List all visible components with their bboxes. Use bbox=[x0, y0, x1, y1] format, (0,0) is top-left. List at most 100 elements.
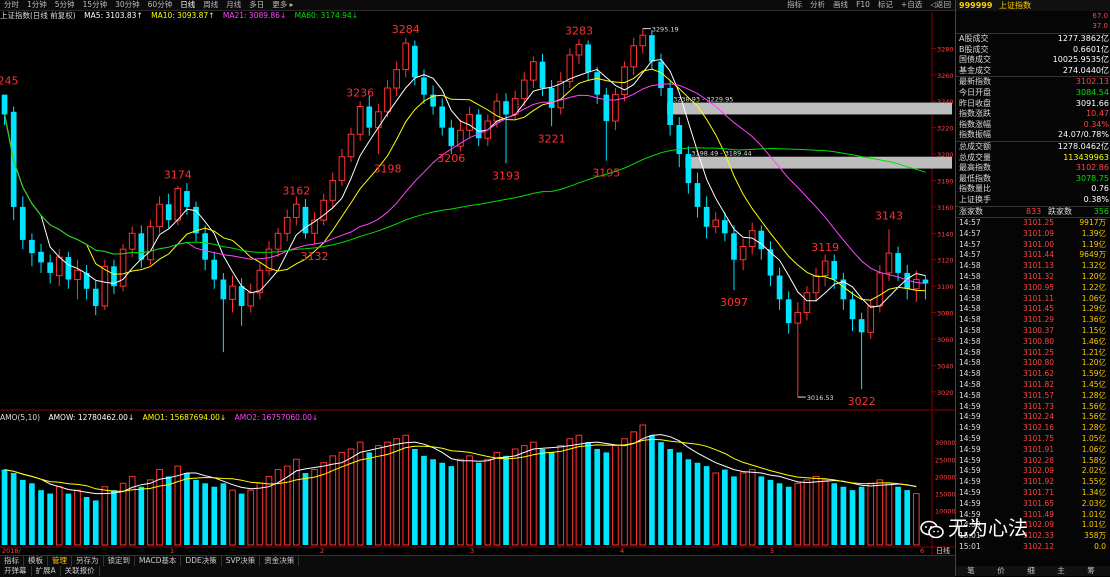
toolbar-button[interactable]: 指标 bbox=[787, 0, 803, 9]
timeframe-tab[interactable]: 30分钟 bbox=[115, 0, 140, 9]
watermark-text: 无为心法 bbox=[948, 516, 1028, 540]
candle-body bbox=[329, 179, 337, 201]
candle-body bbox=[566, 54, 574, 82]
toolbar-button[interactable]: 画线 bbox=[833, 0, 849, 9]
bottom-tab[interactable]: 开弹幕 bbox=[0, 566, 32, 576]
candle-body bbox=[83, 272, 90, 289]
indicator-tab[interactable]: 管理 bbox=[48, 556, 72, 566]
candle-body bbox=[803, 292, 811, 314]
candle-body bbox=[466, 113, 473, 131]
volume-bar bbox=[47, 493, 53, 545]
quote-header: 999999 上证指数 bbox=[956, 0, 1110, 11]
volume-bar bbox=[156, 469, 163, 546]
indicator-tab[interactable]: 另存为 bbox=[72, 556, 104, 566]
time-axis-label: 1 bbox=[170, 547, 174, 555]
timeframe-tab[interactable]: 1分钟 bbox=[27, 0, 47, 9]
candle-body bbox=[229, 285, 236, 300]
toolbar-button[interactable]: 分析 bbox=[810, 0, 826, 9]
timeframe-tab[interactable]: 周线 bbox=[203, 0, 219, 9]
tick-row: 14:59 3102.16 1.28亿 bbox=[956, 423, 1110, 434]
volume-bar bbox=[184, 473, 190, 545]
volume-bar bbox=[667, 449, 673, 545]
timeframe-tab[interactable]: 更多 ▸ bbox=[272, 0, 294, 9]
toolbar-button[interactable]: 标记 bbox=[877, 0, 893, 9]
tick-time: 15:01 bbox=[959, 542, 981, 551]
indicator-tab[interactable]: 模板 bbox=[24, 556, 48, 566]
price-tick-label: 3280 bbox=[937, 45, 954, 53]
stat-row: B股成交 0.6601亿 bbox=[956, 45, 1110, 56]
candle-body bbox=[184, 191, 190, 207]
volume-bar bbox=[630, 431, 638, 546]
price-annotation: 3022 bbox=[848, 395, 876, 408]
quote-panel: 999999 上证指数 67.0 37.0 A股成交 1277.3862亿 B股成交… bbox=[955, 0, 1110, 576]
volume-bar bbox=[119, 482, 127, 546]
ma60-line bbox=[4, 114, 926, 255]
indicator-tab[interactable]: SVP决策 bbox=[222, 556, 261, 566]
candle-body bbox=[402, 42, 410, 71]
price-tick-label: 3040 bbox=[937, 362, 954, 370]
indicator-tab[interactable]: 锁定到 bbox=[104, 556, 135, 566]
footer-tab[interactable]: 细 bbox=[1027, 566, 1035, 575]
candle-body bbox=[238, 286, 245, 306]
timeframe-tab[interactable]: 5分钟 bbox=[54, 0, 75, 9]
volume-bar bbox=[493, 451, 501, 546]
timeframe-tab[interactable]: 15分钟 bbox=[82, 0, 108, 9]
indicator-tab[interactable]: DDE决策 bbox=[181, 556, 222, 566]
candle-body bbox=[612, 94, 619, 122]
price-annotation: 3236 bbox=[346, 87, 374, 100]
candle-body bbox=[685, 154, 692, 184]
price-annotation: 3284 bbox=[392, 23, 420, 36]
volume-bar bbox=[575, 434, 583, 546]
tick-amount: 1.20亿 bbox=[1081, 358, 1106, 368]
volume-bar bbox=[74, 489, 81, 546]
indicator-tab[interactable]: 资金决策 bbox=[260, 556, 300, 566]
tick-time: 14:57 bbox=[959, 250, 981, 260]
toolbar-button[interactable]: +自选 bbox=[900, 0, 923, 9]
ma5-line bbox=[4, 58, 926, 308]
footer-tab[interactable]: 价 bbox=[997, 566, 1005, 575]
timeframe-tab[interactable]: 月线 bbox=[226, 0, 242, 9]
timeframe-tab[interactable]: 分时 bbox=[4, 0, 19, 9]
tick-row: 14:58 3101.32 1.20亿 bbox=[956, 272, 1110, 283]
indicator-tab[interactable]: MACD基本 bbox=[135, 556, 182, 566]
timeframe-tab[interactable]: 日线 bbox=[180, 0, 196, 9]
footer-tab[interactable]: 筹 bbox=[1087, 566, 1095, 575]
timeframe-tab[interactable]: 多日 bbox=[249, 0, 265, 9]
timeframe-tab[interactable]: 60分钟 bbox=[147, 0, 173, 9]
toolbar-button[interactable]: F10 bbox=[856, 0, 870, 9]
tick-price: 3101.82 bbox=[1022, 380, 1054, 390]
tick-amount: 1.01亿 bbox=[1081, 509, 1106, 519]
tick-row: 14:59 3102.09 2.02亿 bbox=[956, 466, 1110, 477]
bottom-tab[interactable]: 扩展A bbox=[32, 566, 61, 576]
candle-body bbox=[475, 114, 482, 139]
time-axis-label: 5 bbox=[770, 547, 774, 555]
mini-value-b: 37.0 bbox=[1092, 22, 1108, 30]
tick-list[interactable]: 14:57 3101.25 9917万 14:57 3101.09 1.39亿 14:57 3… bbox=[956, 217, 1110, 553]
tick-row: 14:58 3100.95 1.22亿 bbox=[956, 283, 1110, 294]
volume-bar bbox=[55, 486, 63, 546]
candle-body bbox=[320, 199, 328, 221]
volume-bar bbox=[128, 475, 136, 546]
kline-chart[interactable]: 3280326032403220320031803160314031203100… bbox=[0, 0, 955, 555]
volume-bar bbox=[712, 472, 720, 546]
price-annotation: 3174 bbox=[164, 168, 192, 181]
volume-tick-label: 20000 bbox=[935, 473, 955, 481]
tick-price: 3100.95 bbox=[1022, 282, 1054, 292]
volume-bar bbox=[274, 469, 282, 546]
candle-body bbox=[676, 125, 683, 155]
price-tick-label: 3140 bbox=[937, 230, 954, 238]
footer-tab[interactable]: 主 bbox=[1057, 566, 1065, 575]
footer-tab[interactable]: 笔 bbox=[967, 566, 975, 575]
volume-bar bbox=[503, 455, 509, 545]
candle-body bbox=[520, 79, 528, 100]
candle-body bbox=[703, 206, 710, 227]
volume-bar bbox=[739, 472, 747, 546]
bottom-tab[interactable]: 关联报价 bbox=[61, 566, 100, 576]
volume-bar bbox=[320, 462, 328, 546]
stat-label: 总成交额 bbox=[959, 141, 991, 151]
toolbar-button[interactable]: ◁返回 bbox=[930, 0, 951, 9]
volume-bar bbox=[585, 442, 591, 545]
indicator-tab[interactable]: 指标 bbox=[0, 556, 24, 566]
candle-body bbox=[55, 256, 63, 277]
up-label: 涨家数 bbox=[959, 206, 983, 216]
